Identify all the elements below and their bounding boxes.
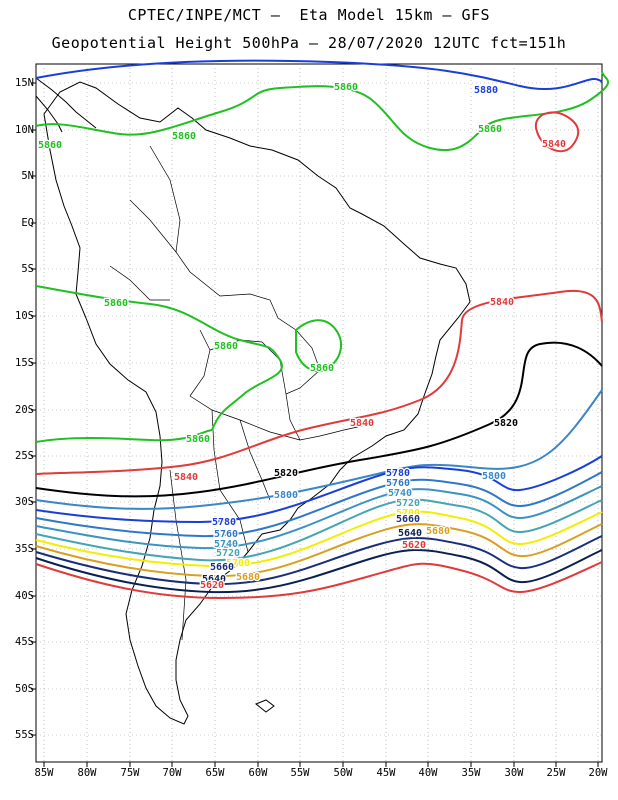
contour-5680 (35, 523, 603, 578)
contour-5880 (35, 59, 603, 91)
contour-label-5860: 5860 (172, 131, 196, 142)
contour-5860-north (35, 71, 609, 152)
contour-label-5840: 5840 (542, 139, 566, 150)
lat-tick-label: 5S (21, 263, 34, 275)
contour-label-5700: 5700 (226, 558, 250, 569)
contour-label-5840: 5840 (174, 472, 198, 483)
lat-tick-label: 25S (15, 450, 34, 462)
map-frame (35, 63, 603, 763)
lon-tick-label: 65W (205, 767, 225, 779)
lon-tick-label: 55W (290, 767, 310, 779)
lon-tick-label: 25W (546, 767, 566, 779)
contour-5700 (35, 510, 603, 568)
contour-label-5860: 5860 (334, 82, 358, 93)
contour-label-5860: 5860 (104, 298, 128, 309)
lat-tick-label: 35S (15, 543, 34, 555)
contour-5720 (35, 498, 603, 562)
contour-label-5860: 5860 (186, 434, 210, 445)
south-america-coastline (43, 81, 471, 725)
geopotential-contours (35, 59, 609, 600)
contour-5740 (35, 485, 603, 550)
lat-tick-label: 40S (15, 590, 34, 602)
lon-tick-label: 80W (77, 767, 97, 779)
lat-tick-label: 15S (15, 357, 34, 369)
contour-label-5660: 5660 (396, 514, 420, 525)
contour-label-5660: 5660 (210, 562, 234, 573)
contour-5840 (35, 289, 603, 475)
contour-label-5640: 5640 (398, 528, 422, 539)
lat-tick-label: 5N (21, 170, 34, 182)
contour-label-5780: 5780 (212, 517, 236, 528)
contour-label-5880: 5880 (474, 85, 498, 96)
contour-label-5680: 5680 (236, 572, 260, 583)
contour-label-5620: 5620 (200, 580, 224, 591)
lon-tick-label: 85W (34, 767, 54, 779)
contour-label-5820: 5820 (494, 418, 518, 429)
lat-tick-label: 30S (15, 496, 34, 508)
contour-5760 (35, 471, 603, 538)
contour-5640 (35, 548, 603, 594)
contour-label-5760: 5760 (214, 529, 238, 540)
contour-5820 (35, 341, 603, 498)
lat-tick-label: 15N (15, 77, 34, 89)
contour-label-5840: 5840 (490, 297, 514, 308)
contour-label-5860: 5860 (38, 140, 62, 151)
lon-tick-label: 30W (504, 767, 524, 779)
lon-tick-label: 60W (248, 767, 268, 779)
chart-subtitle: Geopotential Height 500hPa – 28/07/2020 … (51, 34, 567, 52)
lat-tick-label: EQ (21, 217, 34, 229)
contour-label-5680: 5680 (426, 526, 450, 537)
lon-tick-label: 20W (588, 767, 608, 779)
contour-label-5700: 5700 (396, 508, 420, 519)
central-america-coastline (35, 77, 97, 133)
contour-label-5740: 5740 (388, 488, 412, 499)
lat-tick-label: 10N (15, 124, 34, 136)
coastline-borders (35, 77, 471, 725)
contour-label-5860: 5860 (310, 363, 334, 374)
contour-5860-cell (295, 319, 343, 373)
graticule (31, 63, 603, 767)
lon-tick-label: 45W (376, 767, 396, 779)
contour-label-5800: 5800 (482, 471, 506, 482)
contour-label-5820: 5820 (274, 468, 298, 479)
contour-5860-south (35, 285, 283, 431)
contour-5780 (35, 455, 603, 524)
contour-5660 (35, 535, 603, 586)
contour-label-5800: 5800 (274, 490, 298, 501)
lat-tick-label: 55S (15, 729, 34, 741)
contour-label-5780: 5780 (386, 468, 410, 479)
contour-label-5720: 5720 (216, 548, 240, 559)
lat-tick-label: 20S (15, 404, 34, 416)
contour-label-5860: 5860 (214, 341, 238, 352)
contour-label-5740: 5740 (214, 539, 238, 550)
lon-tick-label: 70W (162, 767, 182, 779)
contour-label-5840: 5840 (350, 418, 374, 429)
chart-title: CPTEC/INPE/MCT – Eta Model 15km – GFS (127, 6, 491, 24)
lat-tick-label: 45S (15, 636, 34, 648)
contour-5860-lower (35, 429, 213, 443)
lon-tick-label: 75W (120, 767, 140, 779)
contour-label-5720: 5720 (396, 498, 420, 509)
falkland-islands (255, 699, 275, 713)
contour-label-5620: 5620 (402, 540, 426, 551)
lon-tick-label: 35W (461, 767, 481, 779)
contour-label-5860: 5860 (478, 124, 502, 135)
contour-label-5640: 5640 (202, 574, 226, 585)
contour-5840-cell (534, 111, 580, 153)
contour-5800 (35, 389, 603, 510)
contour-5620 (35, 561, 603, 600)
lat-tick-label: 50S (15, 683, 34, 695)
contour-labels: 5880 5860 5860 5860 5860 5860 5860 5860 5860 5840… (37, 81, 568, 593)
contour-label-5760: 5760 (386, 478, 410, 489)
lat-tick-label: 10S (15, 310, 34, 322)
lon-tick-label: 40W (418, 767, 438, 779)
lon-tick-label: 50W (333, 767, 353, 779)
